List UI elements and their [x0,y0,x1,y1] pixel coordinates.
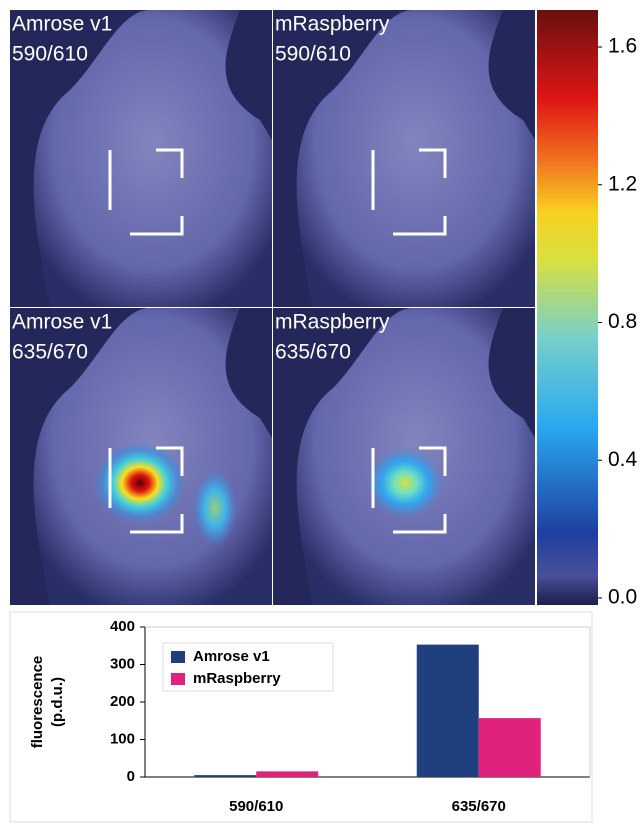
bar [194,775,256,777]
image-panel: mRaspberry 635/670 [273,308,535,605]
bar [417,645,479,777]
y-tick-label: 100 [110,730,135,747]
panel-label: Amrose v1 [12,13,112,36]
image-panel: mRaspberry 590/610 [273,10,535,307]
legend-swatch [171,651,185,663]
panel-label: mRaspberry [275,13,390,36]
image-panel: Amrose v1 635/670 [10,308,272,605]
colorbar-tick-label: 0.8 [608,310,637,333]
colorbar-tick-label: 1.6 [608,35,637,58]
bar [256,771,318,777]
figure: Amrose v1590/610mRaspberry590/610Amrose … [0,0,642,826]
panel-label: mRaspberry [275,311,390,334]
y-tick-label: 300 [110,655,135,672]
panel-label: Amrose v1 [12,311,112,334]
legend-swatch [171,673,185,685]
legend-label: mRaspberry [193,670,281,687]
y-tick-label: 0 [127,768,135,785]
y-axis-label: (p.d.u.) [49,677,66,727]
colorbar-tick-label: 0.4 [608,448,638,471]
panel-label: 635/670 [275,341,351,364]
x-tick-label: 635/670 [452,798,506,815]
signal [367,448,443,518]
signal [193,470,237,546]
panel-label: 590/610 [12,43,88,66]
legend-label: Amrose v1 [193,648,270,665]
image-panels: Amrose v1590/610mRaspberry590/610Amrose … [10,10,535,605]
panel-label: 590/610 [275,43,351,66]
image-panel: Amrose v1 590/610 [10,10,272,307]
colorbar-tick-label: 1.2 [608,172,637,195]
colorbar [537,10,598,605]
panel-label: 635/670 [12,341,88,364]
y-tick-label: 400 [110,618,135,635]
y-axis-label: fluorescence [29,656,46,749]
colorbar-tick-label: 0.0 [608,586,637,609]
bar [479,718,541,777]
x-tick-label: 590/610 [229,798,283,815]
y-tick-label: 200 [110,693,135,710]
